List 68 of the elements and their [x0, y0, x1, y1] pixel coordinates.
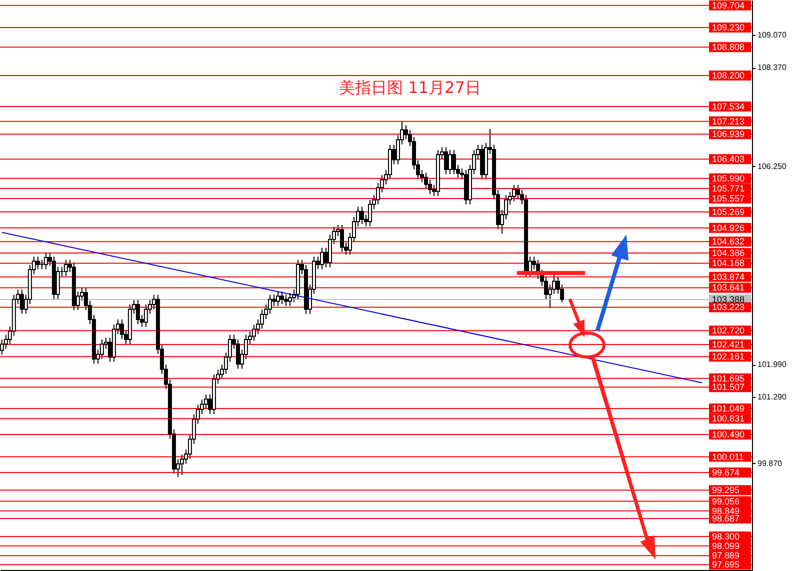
ref-line-label: 101.049 — [712, 403, 745, 414]
ref-line-label: 98.099 — [712, 540, 740, 551]
ref-line-label: 103.874 — [712, 272, 745, 282]
candlestick — [100, 338, 104, 360]
ref-line-label: 105.557 — [712, 194, 745, 204]
ref-line-label: 107.213 — [712, 116, 745, 126]
candlestick — [444, 146, 448, 175]
ref-line-label: 102.161 — [712, 352, 745, 362]
ref-line-label: 104.926 — [712, 222, 745, 233]
ref-line-label: 109.704 — [712, 0, 745, 10]
candlestick — [512, 184, 516, 202]
candlestick — [280, 291, 284, 305]
ref-line-label: 97.695 — [712, 560, 740, 570]
ref-line-label: 108.808 — [712, 42, 745, 52]
ref-line-label: 108.200 — [712, 70, 745, 80]
text: 美指日图 11月27日 — [339, 78, 481, 97]
ref-line-label: 109.230 — [712, 22, 745, 32]
ref-line-label: 106.403 — [712, 154, 745, 164]
ref-line-label: 98.687 — [712, 513, 740, 524]
candlestick — [236, 338, 240, 370]
candlestick — [360, 206, 364, 224]
candlestick — [448, 149, 452, 175]
y-tick-label: 106.250 — [758, 162, 787, 171]
ref-line-label: 102.421 — [712, 340, 745, 350]
candlestick — [136, 299, 140, 325]
candlestick — [64, 259, 68, 277]
candlestick — [288, 292, 292, 306]
ref-line-label: 100.831 — [712, 414, 745, 424]
ref-line-label: 104.168 — [712, 258, 745, 268]
candlestick — [284, 294, 288, 306]
y-tick-label: 109.070 — [758, 30, 787, 40]
ref-line-label: 103.641 — [712, 282, 745, 293]
ref-line-label: 98.849 — [712, 506, 740, 516]
ref-line-label: 102.720 — [712, 326, 745, 336]
candlestick — [368, 199, 372, 227]
y-tick-label: 99.870 — [758, 458, 783, 468]
y-tick-label: 108.370 — [758, 63, 787, 72]
ref-line-label: 101.507 — [712, 382, 745, 392]
ref-line-label: 103.223 — [712, 302, 745, 312]
ref-line-label: 104.386 — [712, 248, 745, 258]
candlestick — [144, 304, 148, 328]
ref-line-label: 99.674 — [712, 467, 740, 478]
ref-line-label: 100.490 — [712, 429, 745, 440]
candlestick — [452, 149, 456, 175]
ref-line-label: 99.056 — [712, 496, 740, 506]
candlestick — [272, 294, 276, 306]
ref-line-label: 100.011 — [712, 452, 744, 462]
candlestick — [36, 256, 40, 270]
ref-line-label: 105.771 — [712, 184, 745, 194]
candlestick — [44, 252, 48, 270]
y-tick-label: 101.290 — [758, 392, 787, 402]
candlestick — [320, 247, 324, 270]
candlestick — [276, 291, 280, 306]
candlestick — [20, 289, 24, 314]
candlestick — [424, 172, 428, 190]
ref-line-label: 105.269 — [712, 206, 745, 217]
ref-line-label: 97.889 — [712, 550, 740, 561]
ref-line-label: 99.295 — [712, 485, 740, 496]
ref-line-label: 101.695 — [712, 373, 745, 384]
candlestick — [120, 318, 124, 340]
y-tick-label: 101.990 — [758, 360, 787, 370]
ref-line-label: 103.388 — [712, 294, 745, 305]
ref-line-label: 105.990 — [712, 173, 745, 184]
ref-line-label: 104.632 — [712, 236, 745, 247]
ref-line-label: 107.534 — [712, 101, 745, 112]
ref-line-label: 98.300 — [712, 531, 740, 542]
candlestick — [340, 224, 344, 252]
ref-line-label: 106.939 — [712, 129, 745, 140]
